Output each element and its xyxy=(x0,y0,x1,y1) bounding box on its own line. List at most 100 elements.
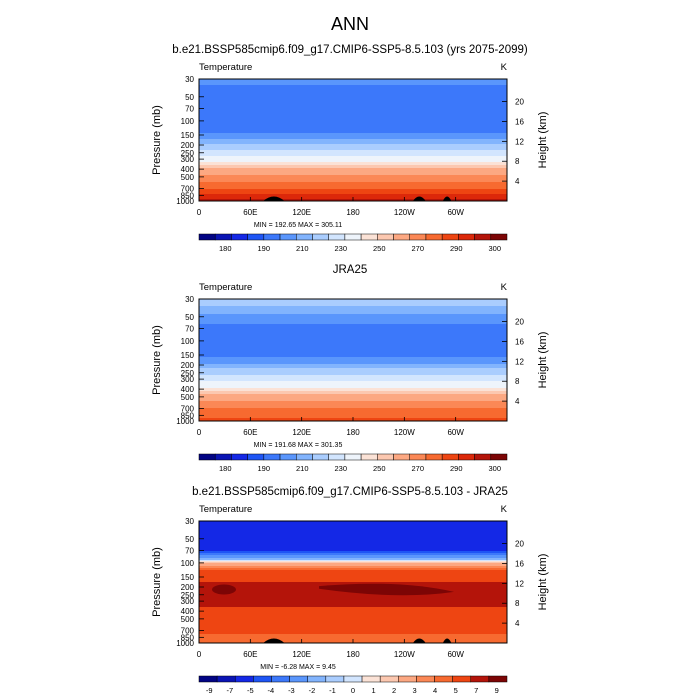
colorbar-label: -4 xyxy=(268,686,275,695)
y-axis-right-title: Height (km) xyxy=(537,332,549,389)
height-tick-label: 16 xyxy=(515,559,524,568)
height-tick-label: 12 xyxy=(515,357,524,366)
colorbar-swatch xyxy=(271,675,290,683)
terrain-mask xyxy=(263,196,285,201)
colorbar-label: 1 xyxy=(371,686,375,695)
colorbar-swatch xyxy=(441,453,459,461)
pressure-tick-label: 1000 xyxy=(176,417,194,426)
height-tick-label: 8 xyxy=(515,377,520,386)
colorbar-swatch xyxy=(325,675,345,683)
panel-title: b.e21.BSSP585cmip6.f09_g17.CMIP6-SSP5-8.… xyxy=(172,44,528,56)
colorbar-swatch xyxy=(247,453,265,461)
contour-band xyxy=(199,558,507,561)
longitude-tick-label: 60E xyxy=(243,428,257,437)
units-label: K xyxy=(501,62,508,73)
stats-label: MIN = 191.68 MAX = 301.35 xyxy=(254,442,343,449)
height-tick-label: 20 xyxy=(515,318,524,327)
colorbar-label: 3 xyxy=(413,686,417,695)
colorbar-label: 190 xyxy=(257,464,270,473)
colorbar: -9 -7 -5 -4 -3 -2 -1 0 1 2 3 4 5 7 9 xyxy=(198,675,508,695)
contour-band xyxy=(199,408,507,419)
pressure-tick-label: 30 xyxy=(185,75,194,84)
longitude-tick-label: 60W xyxy=(447,208,464,217)
variable-label: Temperature xyxy=(199,282,252,293)
units-label: K xyxy=(501,282,508,293)
colorbar-swatch xyxy=(379,675,399,683)
colorbar-swatch xyxy=(296,453,313,461)
pressure-tick-label: 700 xyxy=(181,627,195,636)
height-tick-label: 12 xyxy=(515,137,524,146)
colorbar-label: 250 xyxy=(373,244,386,253)
colorbar-swatch xyxy=(234,675,254,683)
pressure-tick-label: 500 xyxy=(181,615,195,624)
contour-band xyxy=(199,607,507,635)
colorbar-swatch xyxy=(488,675,508,683)
contour-band xyxy=(199,388,507,392)
colorbar-label: 230 xyxy=(334,464,347,473)
figure-title: ANN xyxy=(331,14,369,34)
height-tick-label: 12 xyxy=(515,579,524,588)
colorbar-label: 9 xyxy=(495,686,499,695)
contour-band xyxy=(199,165,507,169)
pressure-tick-label: 400 xyxy=(181,165,195,174)
contour-band xyxy=(199,144,507,151)
contour-band xyxy=(199,553,507,556)
colorbar-swatch xyxy=(490,233,508,241)
longitude-tick-label: 0 xyxy=(197,650,202,659)
colorbar-swatch xyxy=(434,675,453,683)
colorbar-swatch xyxy=(490,453,508,461)
pressure-tick-label: 50 xyxy=(185,313,194,322)
pressure-tick-label: 700 xyxy=(181,405,195,414)
panel-title: JRA25 xyxy=(333,264,368,276)
contour-band xyxy=(212,584,236,595)
contour-fill xyxy=(199,299,507,421)
stats-label: MIN = -6.28 MAX = 9.45 xyxy=(260,664,336,671)
colorbar-swatch xyxy=(231,453,248,461)
colorbar-swatch xyxy=(360,233,378,241)
longitude-tick-label: 60E xyxy=(243,208,257,217)
pressure-tick-label: 100 xyxy=(181,337,195,346)
contour-band xyxy=(199,563,507,567)
colorbar-swatch xyxy=(198,453,216,461)
pressure-tick-label: 850 xyxy=(181,411,195,420)
contour-band xyxy=(199,401,507,409)
contour-band xyxy=(199,381,507,389)
contour-band xyxy=(199,189,507,195)
contour-band xyxy=(199,182,507,190)
colorbar: 180 190 210 230 250 270 290 300 xyxy=(198,453,508,473)
colorbar-label: 2 xyxy=(392,686,396,695)
contour-band xyxy=(199,570,507,583)
colorbar-label: 300 xyxy=(488,464,501,473)
contour-band xyxy=(199,168,507,176)
colorbar-swatch xyxy=(263,453,281,461)
pressure-tick-label: 300 xyxy=(181,155,195,164)
pressure-tick-label: 400 xyxy=(181,385,195,394)
pressure-tick-label: 70 xyxy=(185,324,194,333)
longitude-tick-label: 180 xyxy=(346,208,360,217)
colorbar-swatch xyxy=(393,453,410,461)
pressure-tick-label: 700 xyxy=(181,185,195,194)
contour-band xyxy=(199,521,507,552)
colorbar-swatch xyxy=(216,675,236,683)
colorbar-swatch xyxy=(377,453,394,461)
contour-fill xyxy=(199,79,507,201)
colorbar-label: 270 xyxy=(411,464,424,473)
colorbar-swatch xyxy=(289,675,308,683)
y-axis-title: Pressure (mb) xyxy=(151,105,163,175)
longitude-tick-label: 60E xyxy=(243,650,257,659)
pressure-tick-label: 250 xyxy=(181,149,195,158)
colorbar-swatch xyxy=(416,675,435,683)
longitude-tick-label: 120E xyxy=(292,650,311,659)
colorbar-label: 230 xyxy=(334,244,347,253)
pressure-tick-label: 100 xyxy=(181,117,195,126)
variable-label: Temperature xyxy=(199,504,252,515)
pressure-tick-label: 1000 xyxy=(176,197,194,206)
colorbar-swatch xyxy=(361,675,381,683)
y-axis-title: Pressure (mb) xyxy=(151,547,163,617)
colorbar-swatch xyxy=(474,453,492,461)
colorbar-label: 5 xyxy=(454,686,458,695)
pressure-tick-label: 150 xyxy=(181,131,195,140)
colorbar-swatch xyxy=(247,233,265,241)
pressure-tick-label: 150 xyxy=(181,573,195,582)
longitude-tick-label: 120W xyxy=(394,650,415,659)
